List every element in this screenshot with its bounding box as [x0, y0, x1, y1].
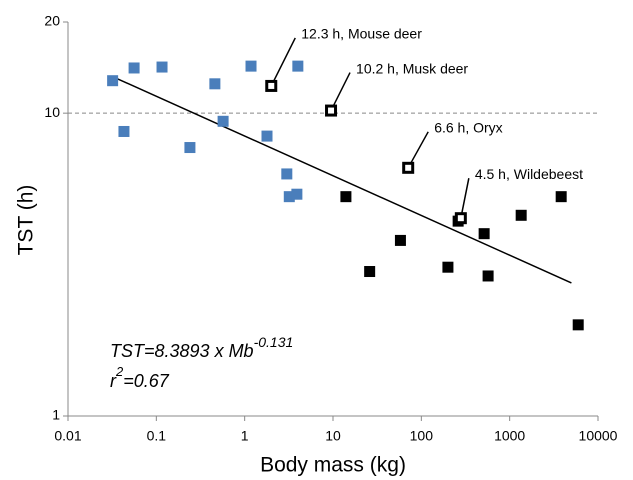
x-tick-label: 100 [410, 428, 434, 444]
point [292, 60, 304, 72]
point [261, 130, 273, 142]
point [283, 191, 295, 203]
x-tick-label: 10 [325, 428, 341, 444]
equation-exponent: -0.131 [254, 334, 294, 350]
point [340, 191, 352, 203]
r-rest: =0.67 [123, 371, 170, 391]
y-tick-label: 20 [44, 13, 60, 29]
point [156, 61, 168, 73]
y-tick-label: 10 [44, 104, 60, 120]
point [128, 62, 140, 74]
point [454, 212, 467, 225]
point [291, 188, 303, 200]
equation-text: TST=8.3893 x Mb [110, 341, 254, 361]
point [281, 168, 293, 180]
point [325, 104, 338, 117]
data-label: 6.6 h, Oryx [434, 120, 502, 136]
callout-line [270, 37, 296, 87]
trend-line [112, 75, 572, 284]
x-tick-label: 0.01 [54, 428, 81, 444]
data-label: 10.2 h, Musk deer [356, 60, 468, 76]
r-squared: r2=0.67 [110, 364, 170, 390]
r-sup: 2 [115, 364, 124, 379]
point [217, 115, 229, 127]
point [572, 319, 584, 331]
callout-line [460, 178, 470, 219]
point [184, 142, 196, 154]
x-tick-label: 0.1 [147, 428, 167, 444]
point [515, 209, 527, 221]
x-tick-label: 10000 [579, 428, 618, 444]
point [402, 161, 415, 174]
point [394, 234, 406, 246]
point [107, 75, 119, 87]
point [482, 270, 494, 282]
y-axis-title: TST (h) [15, 185, 38, 256]
equation: TST=8.3893 x Mb-0.131 [110, 334, 293, 361]
point [245, 60, 257, 72]
y-tick-label: 1 [52, 407, 60, 423]
data-label: 12.3 h, Mouse deer [301, 26, 422, 42]
point [118, 125, 130, 137]
x-tick-label: 1000 [494, 428, 525, 444]
point [364, 266, 376, 278]
x-tick-label: 1 [241, 428, 249, 444]
r-text: r [110, 371, 117, 391]
point [442, 261, 454, 273]
callout-line [330, 72, 351, 111]
point [209, 78, 221, 90]
point [555, 191, 567, 203]
point [478, 228, 490, 240]
point [265, 79, 278, 92]
x-axis-title: Body mass (kg) [260, 454, 406, 477]
data-label: 4.5 h, Wildebeest [475, 166, 583, 182]
